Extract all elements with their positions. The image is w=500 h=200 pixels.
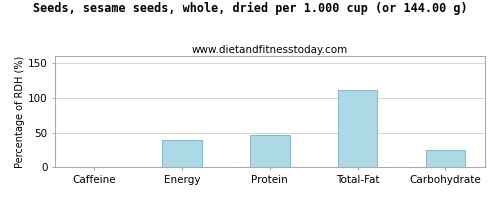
Bar <box>250 135 290 167</box>
Bar <box>162 140 202 167</box>
Text: Seeds, sesame seeds, whole, dried per 1.000 cup (or 144.00 g): Seeds, sesame seeds, whole, dried per 1.… <box>32 2 468 15</box>
Bar <box>426 150 465 167</box>
Y-axis label: Percentage of RDH (%): Percentage of RDH (%) <box>15 56 25 168</box>
Bar <box>338 90 378 167</box>
Title: www.dietandfitnesstoday.com: www.dietandfitnesstoday.com <box>192 45 348 55</box>
